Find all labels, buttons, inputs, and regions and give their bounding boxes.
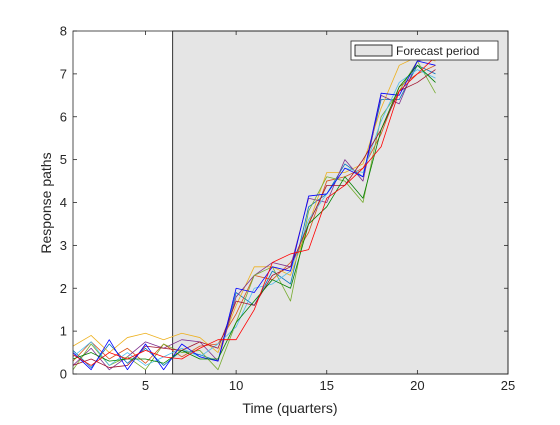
x-tick-label: 15: [320, 378, 334, 393]
y-tick-label: 6: [60, 109, 67, 124]
y-tick-label: 1: [60, 324, 67, 339]
series-line-9: [72, 64, 436, 364]
y-tick-label: 5: [60, 152, 67, 167]
legend-label: Forecast period: [396, 44, 479, 58]
series-line-6: [72, 69, 436, 366]
y-tick-label: 4: [60, 195, 67, 210]
x-tick-label: 20: [410, 378, 424, 393]
x-tick-label: 10: [229, 378, 243, 393]
y-tick-label: 0: [60, 367, 67, 382]
x-tick-label: 5: [142, 378, 149, 393]
legend-swatch: [354, 44, 393, 57]
forecast-period-shading: [172, 30, 509, 375]
x-tick-label: 25: [501, 378, 515, 393]
y-tick-label: 8: [60, 24, 67, 39]
series-line-3: [72, 56, 436, 353]
y-axis-label: Response paths: [38, 152, 54, 253]
series-line-8: [72, 60, 436, 371]
y-tick-label: 3: [60, 238, 67, 253]
series-line-10: [72, 56, 436, 366]
y-tick-label: 7: [60, 66, 67, 81]
y-tick-label: 2: [60, 281, 67, 296]
x-axis-label: Time (quarters): [242, 400, 337, 416]
